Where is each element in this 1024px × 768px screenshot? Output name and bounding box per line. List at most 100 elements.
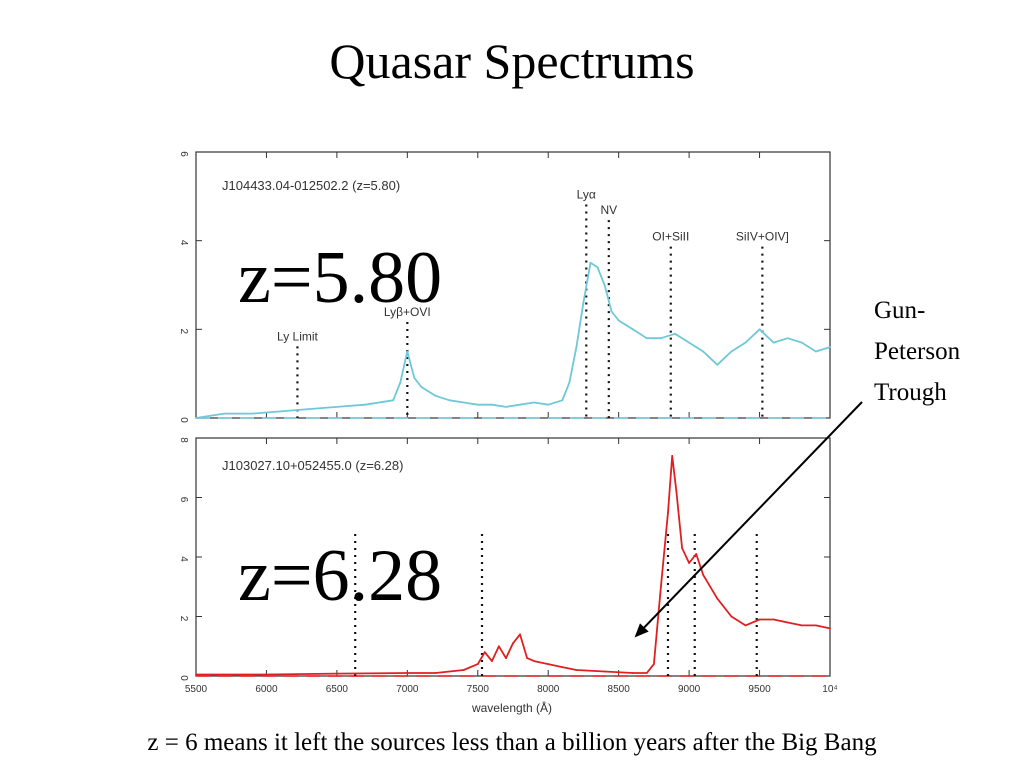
spectrum-point — [730, 350, 733, 353]
spectrum-point — [730, 615, 733, 618]
spectrum-point — [786, 337, 789, 340]
spectrum-point — [406, 350, 409, 353]
spectrum-point — [772, 341, 775, 344]
spectrum-point — [519, 403, 521, 406]
spectrum-point — [307, 408, 310, 410]
callout-arrow — [634, 401, 863, 638]
spectrum-point — [561, 666, 564, 668]
plot-frame — [195, 437, 831, 677]
spectrum-point — [695, 553, 698, 555]
spectrum-point — [336, 406, 338, 408]
spectrum-point — [505, 406, 507, 408]
slide-caption: z = 6 means it left the sources less tha… — [147, 729, 877, 756]
x-tick-label: 6500 — [326, 684, 349, 695]
y-tick-label: 4 — [178, 240, 189, 246]
spectrum-point — [815, 624, 817, 627]
top-spectrum-panel: 0 2 4 6 Ly Limit Lyβ+OVI Lyα NV OI+SiII SiIV+OIV] — [178, 151, 831, 423]
spectrum-point — [533, 660, 535, 662]
spectrum-point — [660, 337, 662, 340]
emission-line-label: Ly Limit — [277, 329, 319, 343]
spectrum-point — [681, 547, 683, 549]
y-tick-label: 2 — [178, 616, 189, 622]
spectrum-point — [448, 399, 451, 402]
bottom-redshift-label: z=6.28 — [238, 535, 442, 617]
emission-line-label: Lyα — [577, 188, 596, 202]
spectrum-point — [800, 341, 803, 344]
spectrum-point — [716, 597, 719, 600]
spectrum-point — [195, 673, 197, 676]
spectrum-point — [575, 346, 578, 348]
spectrum-point — [744, 341, 747, 344]
spectrum-point — [568, 381, 571, 384]
spectrum-point — [476, 403, 479, 406]
x-tick-label: 9000 — [678, 684, 701, 695]
spectrum-point — [251, 412, 254, 415]
slide-title: Quasar Spectrums — [329, 33, 695, 89]
spectrum-point — [399, 381, 402, 384]
spectrum-point — [702, 350, 705, 353]
spectrum-point — [815, 350, 817, 353]
spectrum-point — [476, 663, 479, 665]
spectrum-point — [336, 672, 338, 675]
spectrum-point — [561, 399, 564, 402]
spectrum-point — [660, 585, 662, 588]
spectrum-point — [512, 642, 514, 645]
y-tick-label: 8 — [178, 437, 189, 443]
spectrum-point — [688, 562, 690, 564]
spectrum-point — [829, 346, 831, 348]
spectrum-point — [589, 261, 592, 264]
spectrum-point — [631, 672, 634, 674]
spectrum-point — [800, 624, 803, 627]
spectrum-point — [702, 574, 705, 576]
x-tick-label: 9500 — [748, 684, 771, 695]
callout-line-3: Trough — [874, 379, 947, 406]
spectrum-point — [716, 363, 719, 366]
y-tick-label: 0 — [178, 417, 189, 423]
spectrum-point — [653, 663, 655, 665]
emission-line-label: OI+SiII — [652, 230, 689, 244]
spectrum-point — [462, 401, 465, 404]
spectrum-point — [744, 624, 747, 627]
x-tick-label: 6000 — [255, 684, 278, 695]
spectrum-point — [533, 401, 535, 404]
y-tick-label: 6 — [178, 151, 189, 157]
spectrum-point — [674, 332, 676, 335]
x-tick-label: 7000 — [396, 684, 419, 695]
spectrum-point — [675, 490, 678, 493]
spectrum-point — [491, 660, 493, 662]
spectrum-point — [223, 412, 226, 415]
spectrum-point — [406, 672, 409, 674]
spectrum-point — [603, 670, 606, 673]
x-tick-label: 10⁴ — [822, 684, 837, 695]
spectrum-point — [265, 673, 268, 676]
spectrum-point — [671, 455, 674, 457]
top-panel-id: J104433.04-012502.2 (z=5.80) — [222, 178, 400, 193]
spectrum-point — [364, 403, 366, 406]
bottom-panel-id: J103027.10+052455.0 (z=6.28) — [222, 458, 403, 473]
spectrum-point — [434, 672, 437, 674]
spectrum-point — [772, 618, 775, 621]
spectrum-point — [758, 328, 761, 331]
spectrum-point — [434, 394, 437, 397]
spectrum-point — [645, 672, 648, 674]
spectrum-point — [688, 341, 690, 344]
spectrum-point — [392, 399, 395, 402]
spectrum-point — [491, 403, 493, 406]
spectrum-point — [195, 417, 197, 419]
emission-line-label: SiIV+OIV] — [736, 230, 789, 244]
spectrum-point — [413, 377, 416, 379]
plot-frame — [195, 151, 831, 419]
spectrum-point — [786, 621, 789, 624]
spectrum-point — [617, 319, 620, 322]
spectrum-point — [420, 386, 423, 388]
x-tick-label: 8000 — [537, 684, 560, 695]
spectrum-point — [631, 328, 634, 331]
x-axis-title: wavelength (Å) — [471, 700, 552, 715]
x-tick-label: 8500 — [608, 684, 631, 695]
spectrum-point — [610, 310, 613, 313]
spectrum-point — [603, 284, 606, 286]
spectrum-point — [519, 633, 521, 636]
callout-line-1: Gun- — [874, 297, 925, 324]
y-tick-label: 4 — [178, 556, 189, 562]
